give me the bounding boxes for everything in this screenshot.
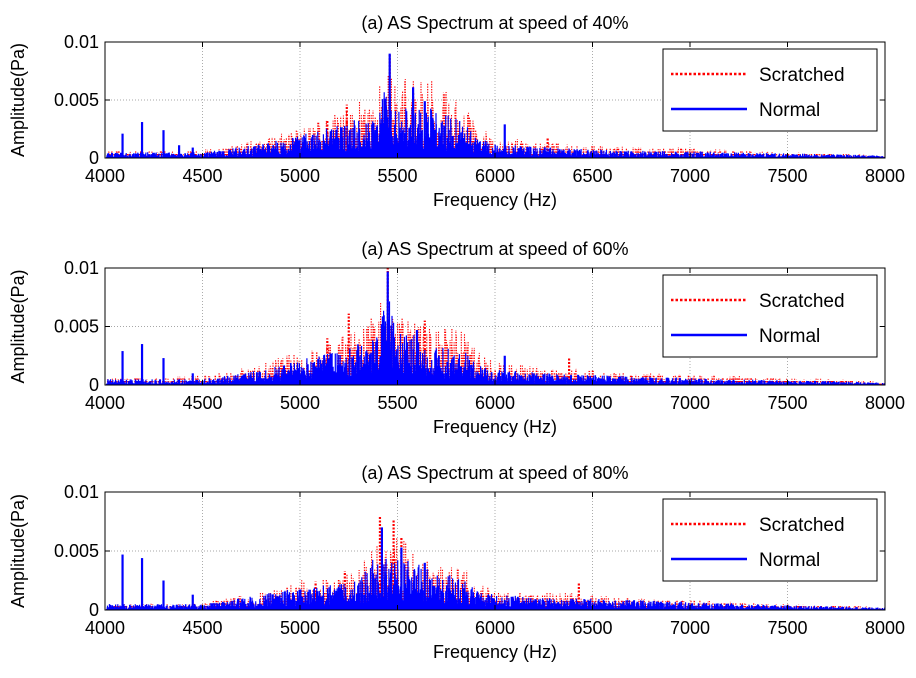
chart-1-xtick-label: 7000 xyxy=(670,166,710,186)
chart-1-xtick-label: 7500 xyxy=(767,166,807,186)
chart-2-legend-box xyxy=(662,274,878,358)
chart-2-xtick-label: 6000 xyxy=(475,393,515,413)
chart-1-ylabel: Amplitude(Pa) xyxy=(8,43,28,157)
chart-3-xtick-label: 6500 xyxy=(572,618,612,638)
chart-2-xtick-label: 4000 xyxy=(85,393,125,413)
chart-2-xtick-label: 7000 xyxy=(670,393,710,413)
chart-3-legend: Scratched Normal xyxy=(662,498,878,582)
chart-3-xtick-label: 7000 xyxy=(670,618,710,638)
chart-1: 4000 4500 5000 5500 6000 6500 7000 7500 8000 0 0.0… xyxy=(8,13,905,210)
chart-2-xtick-label: 8000 xyxy=(865,393,905,413)
chart-1-ytick-label: 0.005 xyxy=(54,90,99,110)
chart-1-ytick-label: 0 xyxy=(89,148,99,168)
chart-1-legend-label-normal: Normal xyxy=(759,100,820,121)
chart-3-xtick-label: 6000 xyxy=(475,618,515,638)
chart-2-legend: Scratched Normal xyxy=(662,274,878,358)
chart-3-ytick-label: 0.01 xyxy=(64,482,99,502)
chart-3-xtick-label: 4500 xyxy=(182,618,222,638)
chart-2-ytick-label: 0.005 xyxy=(54,317,99,337)
chart-1-xtick-label: 5000 xyxy=(280,166,320,186)
chart-2-legend-label-normal: Normal xyxy=(759,326,820,347)
chart-3-series-group xyxy=(106,515,885,610)
chart-3-xlabel: Frequency (Hz) xyxy=(433,642,557,662)
chart-2-title: (a) AS Spectrum at speed of 60% xyxy=(361,239,628,259)
chart-1-legend: Scratched Normal xyxy=(662,48,878,132)
chart-2-xtick-label: 5500 xyxy=(377,393,417,413)
chart-3-ytick-label: 0 xyxy=(89,600,99,620)
chart-3-title: (a) AS Spectrum at speed of 80% xyxy=(361,463,628,483)
chart-1-xtick-label: 6000 xyxy=(475,166,515,186)
chart-2-ylabel: Amplitude(Pa) xyxy=(8,269,28,383)
chart-1-legend-label-scratched: Scratched xyxy=(759,65,845,86)
chart-1-ytick-label: 0.01 xyxy=(64,32,99,52)
chart-3-xtick-label: 8000 xyxy=(865,618,905,638)
chart-1-xtick-label: 5500 xyxy=(377,166,417,186)
chart-1-xtick-label: 6500 xyxy=(572,166,612,186)
chart-3-legend-label-scratched: Scratched xyxy=(759,515,845,536)
chart-1-xtick-label: 4000 xyxy=(85,166,125,186)
chart-1-title: (a) AS Spectrum at speed of 40% xyxy=(361,13,628,33)
chart-3-ytick-label: 0.005 xyxy=(54,541,99,561)
chart-1-xtick-label: 8000 xyxy=(865,166,905,186)
chart-1-legend-box xyxy=(662,48,878,132)
chart-2-xtick-label: 4500 xyxy=(182,393,222,413)
chart-3-xtick-label: 4000 xyxy=(85,618,125,638)
chart-2-xlabel: Frequency (Hz) xyxy=(433,417,557,437)
chart-3-legend-box xyxy=(662,498,878,582)
chart-2: 4000 4500 5000 5500 6000 6500 7000 7500 8000 0 0.0… xyxy=(8,239,905,437)
chart-3-legend-label-normal: Normal xyxy=(759,550,820,571)
chart-2-xtick-label: 7500 xyxy=(767,393,807,413)
chart-1-xtick-label: 4500 xyxy=(182,166,222,186)
chart-2-ytick-label: 0 xyxy=(89,375,99,395)
chart-1-xlabel: Frequency (Hz) xyxy=(433,190,557,210)
chart-3-xtick-label: 7500 xyxy=(767,618,807,638)
chart-2-xtick-label: 5000 xyxy=(280,393,320,413)
chart-3-xtick-label: 5000 xyxy=(280,618,320,638)
chart-3: 4000 4500 5000 5500 6000 6500 7000 7500 8000 0 0.0… xyxy=(8,463,905,662)
chart-3-xtick-label: 5500 xyxy=(377,618,417,638)
chart-2-legend-label-scratched: Scratched xyxy=(759,291,845,312)
chart-2-ytick-label: 0.01 xyxy=(64,258,99,278)
chart-3-ylabel: Amplitude(Pa) xyxy=(8,494,28,608)
chart-2-xtick-label: 6500 xyxy=(572,393,612,413)
